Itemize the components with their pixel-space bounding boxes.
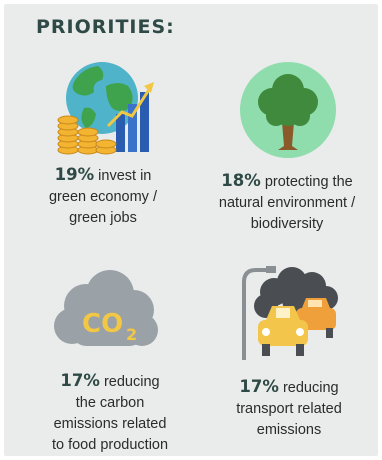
co2-subscript: 2 — [126, 325, 137, 344]
item-caption-transport-emissions: 17% reducing transport related emissions — [210, 376, 368, 441]
item-caption-green-economy: 19% invest in green economy / green jobs — [24, 164, 182, 229]
caption-line-2: green economy / — [48, 189, 157, 205]
percentage-value: 17% — [239, 377, 279, 396]
caption-line-1: 19% invest in — [54, 165, 152, 184]
tree-icon — [240, 62, 336, 158]
percentage-value: 18% — [221, 171, 261, 190]
caption-line-2: transport related — [236, 401, 342, 417]
caption-line-1: 17% reducing — [239, 377, 339, 396]
priorities-panel: PRIORITIES: 19% invest in green economy — [4, 4, 378, 456]
caption-line-2: natural environment / — [218, 195, 356, 211]
caption-line-3: emissions related — [53, 416, 167, 432]
globe-growth-icon — [57, 62, 154, 155]
co2-label: CO — [82, 309, 123, 339]
caption-line-2: the carbon — [75, 395, 145, 411]
caption-line-3: emissions — [256, 422, 322, 438]
caption-line-1: 18% protecting the — [221, 171, 353, 190]
caption-line-3: biodiversity — [250, 216, 324, 232]
caption-line-3: green jobs — [69, 210, 137, 226]
cars-smog-icon — [242, 266, 338, 360]
panel-title: PRIORITIES: — [36, 16, 175, 38]
caption-line-4: to food production — [51, 437, 169, 453]
percentage-value: 19% — [54, 165, 95, 184]
item-caption-food-emissions: 17% reducing the carbon emissions relate… — [22, 370, 198, 456]
percentage-value: 17% — [60, 371, 100, 390]
caption-line-1: 17% reducing — [60, 371, 160, 390]
co2-cloud-icon: CO 2 — [54, 270, 158, 346]
item-caption-environment: 18% protecting the natural environment /… — [194, 170, 380, 235]
